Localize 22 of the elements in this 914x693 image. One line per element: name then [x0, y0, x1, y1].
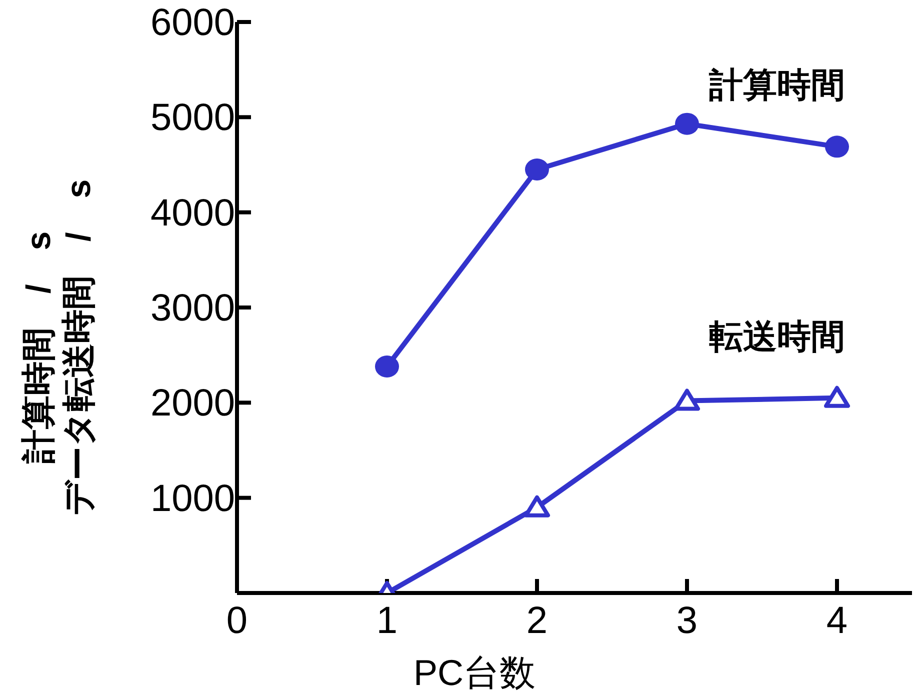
- series-label: 転送時間: [709, 318, 845, 356]
- y-tick-label: 4000: [150, 192, 235, 234]
- y-tick-label: 5000: [150, 97, 235, 140]
- point: [524, 495, 550, 518]
- point: [674, 388, 700, 411]
- y-tick-label: 6000: [150, 2, 235, 44]
- x-tick-label: 1: [376, 600, 398, 642]
- point: [675, 112, 699, 135]
- y-tick-label: 2000: [150, 382, 235, 425]
- series-label: 計算時間: [708, 66, 845, 105]
- x-tick-label: 4: [826, 600, 848, 642]
- y-tick-label: 1000: [150, 478, 235, 520]
- point: [824, 386, 850, 408]
- y-tick-label: 3000: [150, 288, 235, 330]
- point: [825, 136, 849, 158]
- x-tick-label: 0: [226, 600, 248, 642]
- x-tick-label: 3: [676, 600, 698, 642]
- y-axis-title: 計算時間 / s データ転送時間 / s: [20, 179, 98, 516]
- point: [525, 158, 549, 181]
- point: [375, 356, 399, 378]
- x-axis-title: PC台数: [413, 652, 536, 693]
- x-tick-label: 2: [526, 600, 548, 642]
